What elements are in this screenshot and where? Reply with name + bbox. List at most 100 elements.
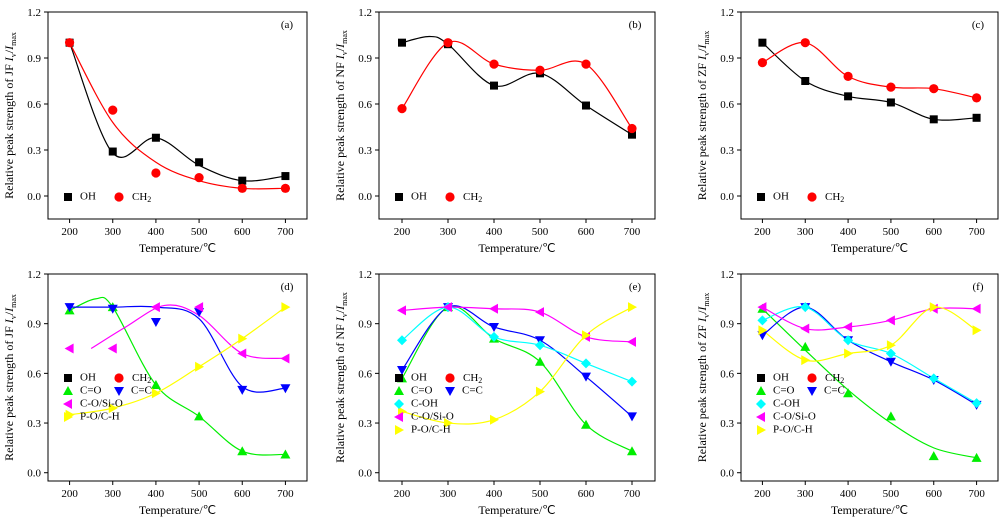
legend-marker	[394, 412, 403, 422]
x-tick-label: 600	[578, 488, 595, 500]
data-point	[151, 388, 161, 399]
data-point	[628, 302, 637, 313]
data-point	[581, 358, 591, 369]
data-point	[280, 183, 291, 193]
data-point	[150, 318, 161, 328]
data-point	[238, 176, 247, 185]
y-axis-label: Relative peak strength of JF Iv/Imax	[2, 294, 18, 461]
data-point	[627, 412, 637, 422]
chart-panel: 200 300 400 500 600 700 0.0 0.3 0.6 0.9 1.2 Tempera…	[333, 7, 656, 255]
data-point	[280, 353, 290, 364]
x-axis-label: Temperature/℃	[831, 241, 908, 255]
data-point	[281, 302, 291, 313]
panel-label: (a)	[281, 19, 294, 31]
chart-panel: 200 300 400 500 600 700 0.0 0.3 0.6 0.9 1.2 Tempera…	[695, 7, 999, 255]
legend-label: P-O/C-H	[411, 424, 451, 436]
legend-marker	[64, 374, 72, 382]
y-tick-label: 0.6	[720, 99, 734, 111]
data-point	[844, 348, 854, 359]
chart-panel: 200 300 400 500 600 700 0.0 0.3 0.6 0.9 1.2 Tempera…	[333, 269, 656, 517]
data-point	[490, 414, 499, 425]
data-point	[885, 357, 896, 367]
series-curve	[90, 304, 286, 360]
series-curve	[69, 42, 286, 182]
series-curve	[401, 35, 633, 136]
y-tick-label: 0.0	[27, 468, 41, 480]
x-tick-label: 200	[61, 488, 78, 500]
legend: OH CH2 C=O C=C C-OHC-O/Si-OP-O/C-H	[756, 372, 845, 436]
y-tick-label: 0.6	[358, 99, 372, 111]
y-axis-label: Relative peak strength of ZF Iv/Imax	[695, 293, 711, 462]
y-axis-label: Relative peak strength of NF Iv/Imax	[333, 292, 349, 463]
x-tick-label: 500	[191, 488, 208, 500]
x-tick-label: 300	[797, 226, 814, 238]
legend-marker	[63, 399, 72, 409]
panel-label: (f)	[973, 281, 984, 293]
y-tick-label: 0.9	[358, 53, 372, 65]
x-tick-label: 200	[394, 226, 411, 238]
x-tick-label: 700	[968, 488, 985, 500]
data-point	[800, 323, 810, 334]
panel-label: (e)	[629, 281, 642, 293]
data-point	[929, 84, 939, 94]
data-point	[582, 101, 590, 110]
x-tick-label: 600	[578, 226, 595, 238]
legend-marker	[114, 387, 124, 396]
legend-label: P-O/C-H	[773, 424, 813, 436]
y-tick-label: 1.2	[720, 7, 734, 19]
x-tick-label: 300	[797, 488, 814, 500]
data-point	[800, 38, 810, 48]
legend-label: CH2	[463, 372, 482, 385]
series-curve	[401, 306, 633, 343]
data-point	[800, 302, 811, 313]
data-point	[397, 104, 407, 114]
chart-panel: 200 300 400 500 600 700 0.0 0.3 0.6 0.9 1.2 Tempera…	[695, 269, 999, 517]
y-tick-label: 1.2	[358, 7, 372, 19]
legend-label: OH	[80, 191, 96, 203]
data-point	[886, 82, 896, 92]
y-tick-label: 0.3	[720, 418, 734, 430]
chart-panel: 200 300 400 500 600 700 0.0 0.3 0.6 0.9 1.2 Tempera…	[2, 269, 308, 517]
data-point	[800, 341, 811, 351]
data-point	[929, 115, 938, 124]
legend-label: CH2	[132, 372, 151, 385]
data-point	[581, 419, 591, 429]
data-point	[627, 336, 636, 347]
legend-label: C-O/Si-O	[773, 411, 816, 423]
x-tick-label: 200	[754, 226, 771, 238]
data-point	[280, 449, 291, 459]
data-point	[757, 315, 768, 326]
x-tick-label: 400	[486, 488, 503, 500]
data-point	[194, 411, 205, 421]
data-point	[151, 168, 161, 178]
series-curve	[69, 42, 286, 190]
data-point	[398, 38, 406, 47]
series-curve	[69, 305, 286, 393]
data-point	[886, 340, 896, 351]
x-axis-label: Temperature/℃	[139, 503, 216, 517]
legend-label: CH2	[825, 191, 844, 204]
legend-marker	[756, 386, 766, 395]
legend-label: CH2	[132, 191, 151, 204]
x-tick-label: 200	[61, 226, 78, 238]
x-tick-label: 700	[968, 226, 985, 238]
y-tick-label: 1.2	[358, 269, 372, 281]
x-tick-label: 700	[277, 488, 294, 500]
x-tick-label: 200	[754, 488, 771, 500]
y-tick-label: 0.9	[720, 53, 734, 65]
data-point	[628, 130, 636, 139]
data-point	[885, 315, 895, 326]
data-point	[195, 361, 205, 372]
legend-label: OH	[411, 372, 427, 384]
data-point	[108, 147, 117, 156]
data-point	[971, 93, 982, 103]
y-tick-label: 0.0	[358, 191, 372, 203]
legend-label: OH	[80, 372, 96, 384]
legend-marker	[395, 425, 404, 435]
data-point	[758, 38, 767, 47]
data-point	[397, 305, 406, 316]
data-point	[107, 343, 117, 354]
legend-label: C-OH	[773, 398, 800, 410]
legend-marker	[757, 193, 765, 201]
